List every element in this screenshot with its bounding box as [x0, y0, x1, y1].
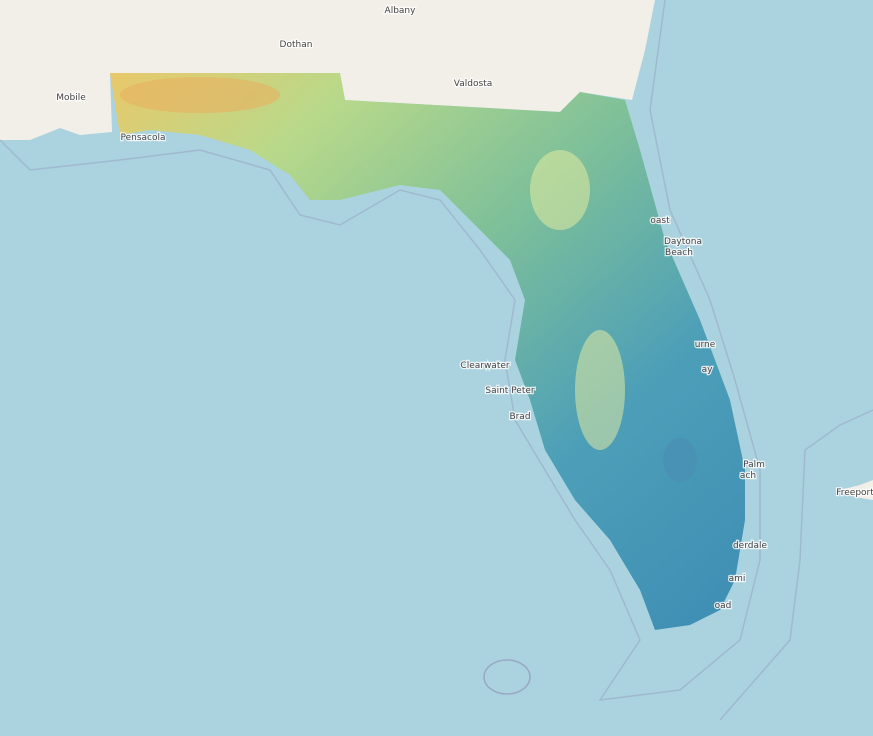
labels: Albany Dothan Mobile Valdosta Pensacola …: [55, 5, 873, 613]
place-label: Brad: [509, 412, 530, 422]
raster-highlight: [575, 330, 625, 450]
reef-boundary: [483, 659, 531, 695]
land-north: [0, 0, 655, 140]
place-label: Mobile: [56, 93, 86, 103]
place-label: Pensacola: [120, 133, 165, 143]
place-label: Saint Peter: [485, 386, 535, 396]
place-label: oad: [715, 601, 732, 611]
raster-highlight: [530, 150, 590, 230]
place-label: ay: [702, 365, 714, 375]
place-label: urne: [695, 340, 716, 350]
lake-okeechobee: [663, 438, 697, 482]
place-label: ami: [729, 574, 746, 584]
place-label: ach: [740, 471, 756, 481]
place-label: derdale: [733, 541, 768, 551]
place-label: Clearwater: [460, 361, 509, 371]
maritime-boundary: [0, 0, 761, 701]
place-label: Daytona: [664, 237, 702, 247]
bahamas: [840, 480, 873, 500]
place-label: Freeport: [836, 488, 873, 498]
maritime-boundary: [719, 409, 873, 721]
florida-raster: [110, 73, 745, 630]
raster-highlight: [120, 77, 280, 113]
place-label: oast: [650, 216, 670, 226]
place-label: Dothan: [280, 40, 313, 50]
place-label: Valdosta: [454, 79, 492, 89]
place-label: Albany: [385, 6, 417, 16]
place-label: Beach: [665, 248, 693, 258]
place-label: Palm: [743, 460, 765, 470]
